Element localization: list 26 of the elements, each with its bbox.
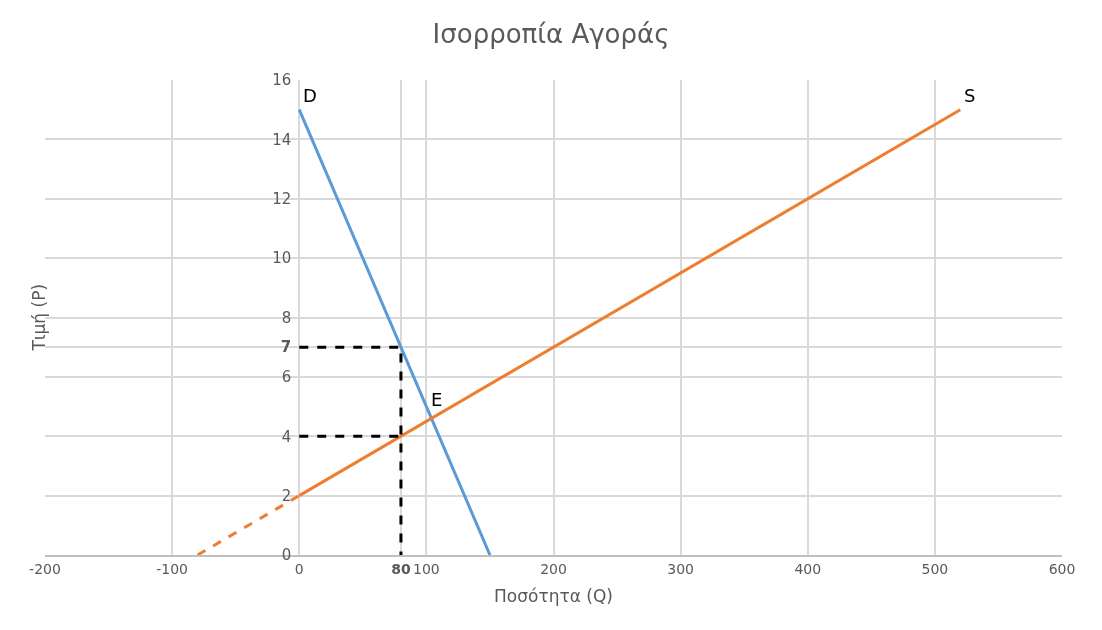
x-tick-label: 200 (540, 560, 567, 577)
y-tick-label: 6 (281, 368, 292, 387)
y-tick-label: 12 (272, 190, 292, 208)
x-tick-label: 100 (413, 560, 440, 577)
series-label: S (964, 85, 976, 106)
x-tick-label: -100 (156, 560, 189, 577)
chart-title: Ισορροπία Αγοράς (432, 19, 670, 50)
series-label: D (303, 85, 317, 106)
x-tick-label: -200 (29, 560, 61, 577)
y-tick-label: 8 (281, 308, 292, 327)
y-tick-label: 7 (280, 338, 292, 357)
x-axis-title: Ποσότητα (Q) (494, 586, 613, 607)
x-tick-label: 600 (1048, 560, 1076, 577)
x-tick-label: 80 (391, 560, 411, 577)
y-tick-label: 10 (272, 249, 292, 268)
x-tick-label: 300 (667, 560, 694, 577)
y-tick-label: 2 (281, 486, 292, 505)
y-tick-label: 4 (281, 427, 292, 446)
y-tick-label: 14 (272, 130, 292, 149)
y-tick-label: 0 (281, 546, 292, 565)
x-tick-label: 400 (794, 560, 822, 577)
x-tick-label: 0 (294, 560, 304, 577)
annotation: E (431, 389, 443, 410)
y-tick-label: 16 (272, 71, 292, 90)
x-tick-label: 500 (921, 560, 949, 577)
y-axis-title: Τιμή (P) (28, 283, 49, 352)
